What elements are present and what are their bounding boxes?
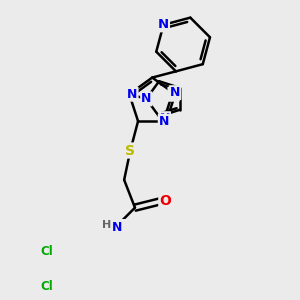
Text: Cl: Cl xyxy=(40,280,53,293)
Text: N: N xyxy=(160,112,170,125)
Text: N: N xyxy=(168,88,179,101)
Text: N: N xyxy=(159,115,169,128)
Text: S: S xyxy=(125,143,135,158)
Text: N: N xyxy=(158,18,169,31)
Text: O: O xyxy=(159,194,171,208)
Text: N: N xyxy=(112,220,122,234)
Text: N: N xyxy=(127,88,138,101)
Text: N: N xyxy=(141,92,152,105)
Text: Cl: Cl xyxy=(40,245,53,258)
Text: H: H xyxy=(102,220,111,230)
Text: N: N xyxy=(170,86,180,99)
